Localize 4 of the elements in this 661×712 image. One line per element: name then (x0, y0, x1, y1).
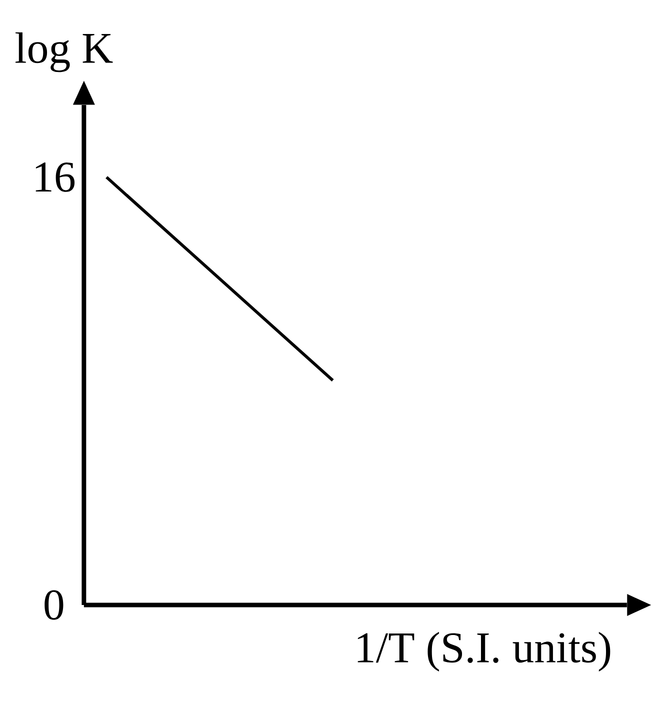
y-tick-label: 0 (44, 590, 64, 620)
y-tick-label: 16 (36, 162, 75, 192)
y-axis-title: log K (16, 32, 113, 72)
x-axis-title: 1/T (S.I. units) (358, 632, 610, 672)
